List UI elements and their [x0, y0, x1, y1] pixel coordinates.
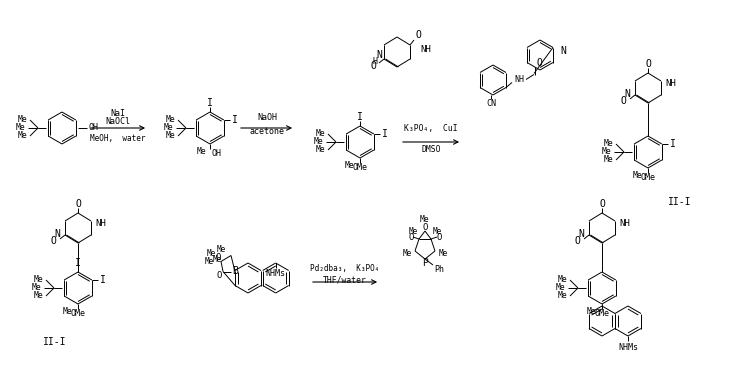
Text: Me: Me: [166, 116, 176, 124]
Text: N: N: [578, 229, 584, 239]
Text: MeOH,  water: MeOH, water: [91, 134, 146, 142]
Text: Pd₂dba₃,  K₃PO₄: Pd₂dba₃, K₃PO₄: [310, 263, 380, 273]
Text: II-I: II-I: [43, 337, 67, 347]
Text: Me: Me: [432, 226, 441, 236]
Text: Me: Me: [18, 132, 28, 141]
Text: Me: Me: [316, 146, 326, 154]
Text: NH: NH: [514, 75, 524, 84]
Text: acetone: acetone: [250, 127, 284, 137]
Text: Me: Me: [420, 214, 430, 224]
Text: II-I: II-I: [668, 197, 692, 207]
Text: Me: Me: [34, 276, 44, 285]
Text: NH: NH: [619, 219, 631, 229]
Text: H: H: [373, 57, 378, 65]
Text: Me: Me: [204, 257, 214, 266]
Text: Me: Me: [314, 137, 324, 147]
Text: O: O: [50, 236, 56, 246]
Text: Me: Me: [166, 132, 176, 141]
Text: NaI: NaI: [111, 109, 126, 117]
Text: Me: Me: [63, 308, 73, 316]
Text: O: O: [574, 236, 580, 246]
Text: Me: Me: [633, 171, 643, 181]
Text: Me: Me: [164, 124, 174, 132]
Text: OMe: OMe: [595, 310, 610, 318]
Text: Me: Me: [408, 226, 417, 236]
Text: O: O: [536, 57, 542, 67]
Text: Me: Me: [558, 291, 568, 301]
Text: NHMs: NHMs: [266, 270, 286, 278]
Text: Me: Me: [558, 276, 568, 285]
Text: O: O: [599, 199, 605, 209]
Text: Me: Me: [604, 156, 614, 164]
Text: Me: Me: [216, 245, 226, 254]
Text: O: O: [436, 233, 441, 241]
Text: O: O: [215, 253, 221, 262]
Text: I: I: [100, 275, 105, 285]
Text: Me: Me: [316, 129, 326, 139]
Text: O: O: [416, 30, 422, 40]
Text: K₃PO₄,  CuI: K₃PO₄, CuI: [404, 124, 458, 132]
Text: N: N: [624, 89, 630, 99]
Text: NaOH: NaOH: [257, 114, 277, 122]
Text: O: O: [423, 223, 428, 231]
Text: Me: Me: [18, 116, 28, 124]
Text: Me: Me: [602, 147, 612, 156]
Text: Me: Me: [206, 249, 215, 258]
Text: NH: NH: [96, 219, 106, 229]
Text: NHMs: NHMs: [618, 343, 638, 352]
Text: N: N: [560, 46, 566, 56]
Text: N: N: [54, 229, 60, 239]
Text: NaOCl: NaOCl: [105, 117, 130, 127]
Text: DMSO: DMSO: [421, 146, 441, 154]
Text: Me: Me: [212, 255, 221, 264]
Text: OH: OH: [212, 149, 222, 159]
Text: NH: NH: [666, 79, 676, 89]
Text: O: O: [216, 271, 221, 280]
Text: NH: NH: [420, 45, 431, 55]
Text: Me: Me: [402, 248, 411, 258]
Text: Me: Me: [345, 161, 355, 171]
Text: I: I: [382, 129, 387, 139]
Text: N: N: [376, 50, 382, 60]
Text: Me: Me: [587, 308, 597, 316]
Text: P: P: [422, 258, 428, 268]
Text: O: O: [75, 199, 81, 209]
Text: Me: Me: [32, 283, 42, 293]
Text: I: I: [232, 115, 238, 125]
Text: I: I: [670, 139, 675, 149]
Text: OMe: OMe: [352, 164, 367, 172]
Text: O: O: [408, 233, 414, 241]
Text: THF/water: THF/water: [323, 276, 367, 285]
Text: O: O: [370, 61, 376, 71]
Text: OMe: OMe: [70, 310, 85, 318]
Text: Me: Me: [604, 139, 614, 149]
Text: Me: Me: [197, 147, 207, 156]
Text: I: I: [357, 112, 363, 122]
Text: Me: Me: [438, 248, 447, 258]
Text: Me: Me: [556, 283, 566, 293]
Text: I: I: [75, 258, 81, 268]
Text: Me: Me: [34, 291, 44, 301]
Text: O: O: [620, 96, 626, 106]
Text: I: I: [207, 98, 213, 108]
Text: Ph: Ph: [434, 264, 444, 273]
Text: OH: OH: [89, 124, 99, 132]
Text: O: O: [645, 59, 651, 69]
Text: B: B: [232, 266, 238, 276]
Text: CN: CN: [486, 99, 496, 107]
Text: OMe: OMe: [640, 174, 655, 182]
Text: Me: Me: [16, 124, 26, 132]
